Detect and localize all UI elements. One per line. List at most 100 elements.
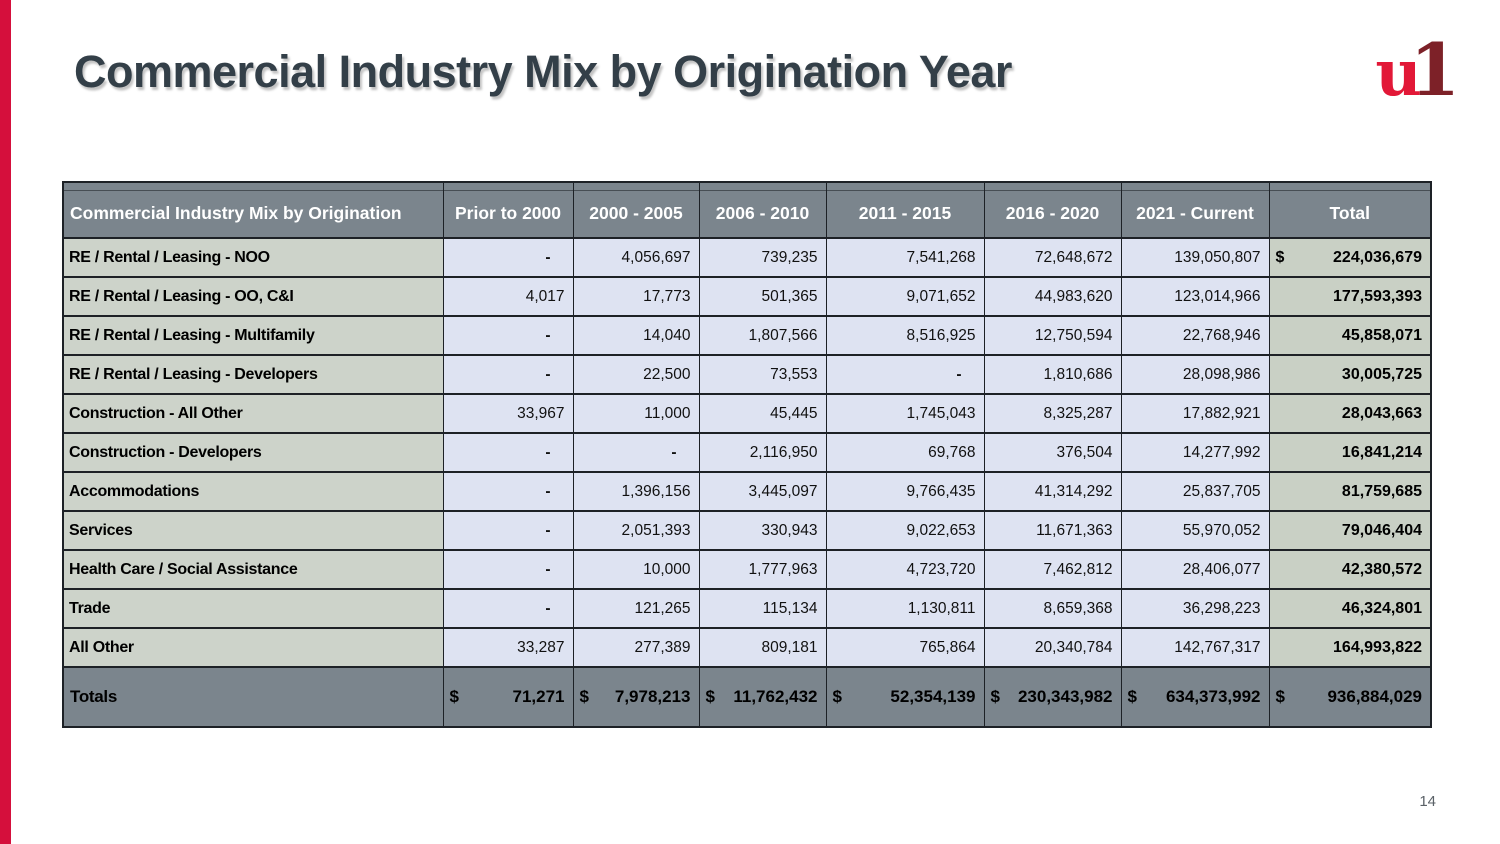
value-cell: -: [442, 354, 574, 395]
dollar-sign: $: [1275, 687, 1285, 706]
row-label-cell: Trade: [62, 588, 444, 629]
page-number: 14: [1419, 793, 1436, 810]
row-total-cell: 46,324,801: [1268, 588, 1432, 629]
value-cell: 9,071,652: [825, 276, 985, 317]
header-cell-2016-2020: 2016 - 2020: [983, 181, 1122, 239]
value-cell: 7,541,268: [825, 237, 985, 278]
value-cell: 1,396,156: [572, 471, 700, 512]
value-cell: 139,050,807: [1120, 237, 1270, 278]
row-label-cell: RE / Rental / Leasing - OO, C&I: [62, 276, 444, 317]
table-row: Accommodations -1,396,156 3,445,097 9,766,4…: [62, 471, 1432, 512]
table-row: RE / Rental / Leasing - Multifamily -14,0…: [62, 315, 1432, 356]
value-cell: 9,766,435: [825, 471, 985, 512]
row-total-cell: 81,759,685: [1268, 471, 1432, 512]
value-cell: 330,943: [698, 510, 827, 551]
totals-value-cell: $7,978,213: [572, 666, 700, 728]
value-cell: 8,659,368: [983, 588, 1122, 629]
value-cell: 69,768: [825, 432, 985, 473]
value-cell: 4,056,697: [572, 237, 700, 278]
table-row: Health Care / Social Assistance -10,000 1,…: [62, 549, 1432, 590]
value-cell: 10,000: [572, 549, 700, 590]
value-cell: -: [442, 588, 574, 629]
value-cell: 115,134: [698, 588, 827, 629]
totals-grand-total-cell: $936,884,029: [1268, 666, 1432, 728]
value-cell: 28,098,986: [1120, 354, 1270, 395]
industry-mix-table: Commercial Industry Mix by Origination P…: [62, 181, 1432, 728]
value-cell: 55,970,052: [1120, 510, 1270, 551]
header-cell-2011-2015: 2011 - 2015: [825, 181, 985, 239]
header-cell-2000-2005: 2000 - 2005: [572, 181, 700, 239]
row-total-cell: 164,993,822: [1268, 627, 1432, 668]
table-row: Services -2,051,393 330,943 9,022,653 11,671…: [62, 510, 1432, 551]
dollar-sign: $: [990, 687, 1000, 706]
totals-row: Totals $71,271 $7,978,213 $11,762,432 $5…: [62, 666, 1432, 728]
value-cell: 25,837,705: [1120, 471, 1270, 512]
value-cell: 28,406,077: [1120, 549, 1270, 590]
logo-digit-one: 1: [1409, 27, 1460, 112]
dollar-sign: $: [705, 687, 715, 706]
value-cell: 2,051,393: [572, 510, 700, 551]
header-cell-prior-to-2000: Prior to 2000: [442, 181, 574, 239]
table-row: RE / Rental / Leasing - NOO -4,056,697 739…: [62, 237, 1432, 278]
row-total-cell: 30,005,725: [1268, 354, 1432, 395]
value-cell: -: [825, 354, 985, 395]
value-cell: 11,000: [572, 393, 700, 434]
value-cell: 739,235: [698, 237, 827, 278]
value-cell: 1,777,963: [698, 549, 827, 590]
totals-value-cell: $71,271: [442, 666, 574, 728]
value-cell: 2,116,950: [698, 432, 827, 473]
header-cell-2021-current: 2021 - Current: [1120, 181, 1270, 239]
value-cell: 1,810,686: [983, 354, 1122, 395]
value-cell: 41,314,292: [983, 471, 1122, 512]
value-cell: 36,298,223: [1120, 588, 1270, 629]
row-total-cell: 45,858,071: [1268, 315, 1432, 356]
value-cell: 501,365: [698, 276, 827, 317]
value-cell: 8,325,287: [983, 393, 1122, 434]
value-cell: 142,767,317: [1120, 627, 1270, 668]
value-cell: 72,648,672: [983, 237, 1122, 278]
value-cell: 765,864: [825, 627, 985, 668]
dollar-sign: $: [832, 687, 842, 706]
value-cell: 45,445: [698, 393, 827, 434]
row-label-cell: RE / Rental / Leasing - Multifamily: [62, 315, 444, 356]
value-cell: 73,553: [698, 354, 827, 395]
value-cell: -: [442, 510, 574, 551]
page-title: Commercial Industry Mix by Origination Y…: [74, 46, 1012, 97]
totals-label-cell: Totals: [62, 666, 444, 728]
table-row: All Other 33,287 277,389 809,181 765,864 20,3…: [62, 627, 1432, 668]
totals-value-cell: $230,343,982: [983, 666, 1122, 728]
value-cell: 44,983,620: [983, 276, 1122, 317]
row-total-cell: 177,593,393: [1268, 276, 1432, 317]
dollar-sign: $: [579, 687, 589, 706]
value-cell: 11,671,363: [983, 510, 1122, 551]
value-cell: 22,500: [572, 354, 700, 395]
value-cell: 17,773: [572, 276, 700, 317]
row-total-cell: 42,380,572: [1268, 549, 1432, 590]
value-cell: -: [442, 432, 574, 473]
value-cell: 376,504: [983, 432, 1122, 473]
row-total-cell: $224,036,679: [1268, 237, 1432, 278]
value-cell: -: [442, 237, 574, 278]
dollar-sign: $: [449, 687, 459, 706]
value-cell: 809,181: [698, 627, 827, 668]
value-cell: 123,014,966: [1120, 276, 1270, 317]
value-cell: 3,445,097: [698, 471, 827, 512]
totals-value-cell: $634,373,992: [1120, 666, 1270, 728]
value-cell: -: [572, 432, 700, 473]
row-total-cell: 16,841,214: [1268, 432, 1432, 473]
value-cell: 22,768,946: [1120, 315, 1270, 356]
value-cell: 33,287: [442, 627, 574, 668]
row-label-cell: RE / Rental / Leasing - Developers: [62, 354, 444, 395]
value-cell: 4,017: [442, 276, 574, 317]
value-cell: 277,389: [572, 627, 700, 668]
value-cell: 14,040: [572, 315, 700, 356]
value-cell: 7,462,812: [983, 549, 1122, 590]
value-cell: -: [442, 315, 574, 356]
value-cell: 14,277,992: [1120, 432, 1270, 473]
table-row: Construction - Developers - -2,116,950 69,7…: [62, 432, 1432, 473]
value-cell: 17,882,921: [1120, 393, 1270, 434]
row-label-cell: RE / Rental / Leasing - NOO: [62, 237, 444, 278]
value-cell: 1,130,811: [825, 588, 985, 629]
value-cell: 1,807,566: [698, 315, 827, 356]
